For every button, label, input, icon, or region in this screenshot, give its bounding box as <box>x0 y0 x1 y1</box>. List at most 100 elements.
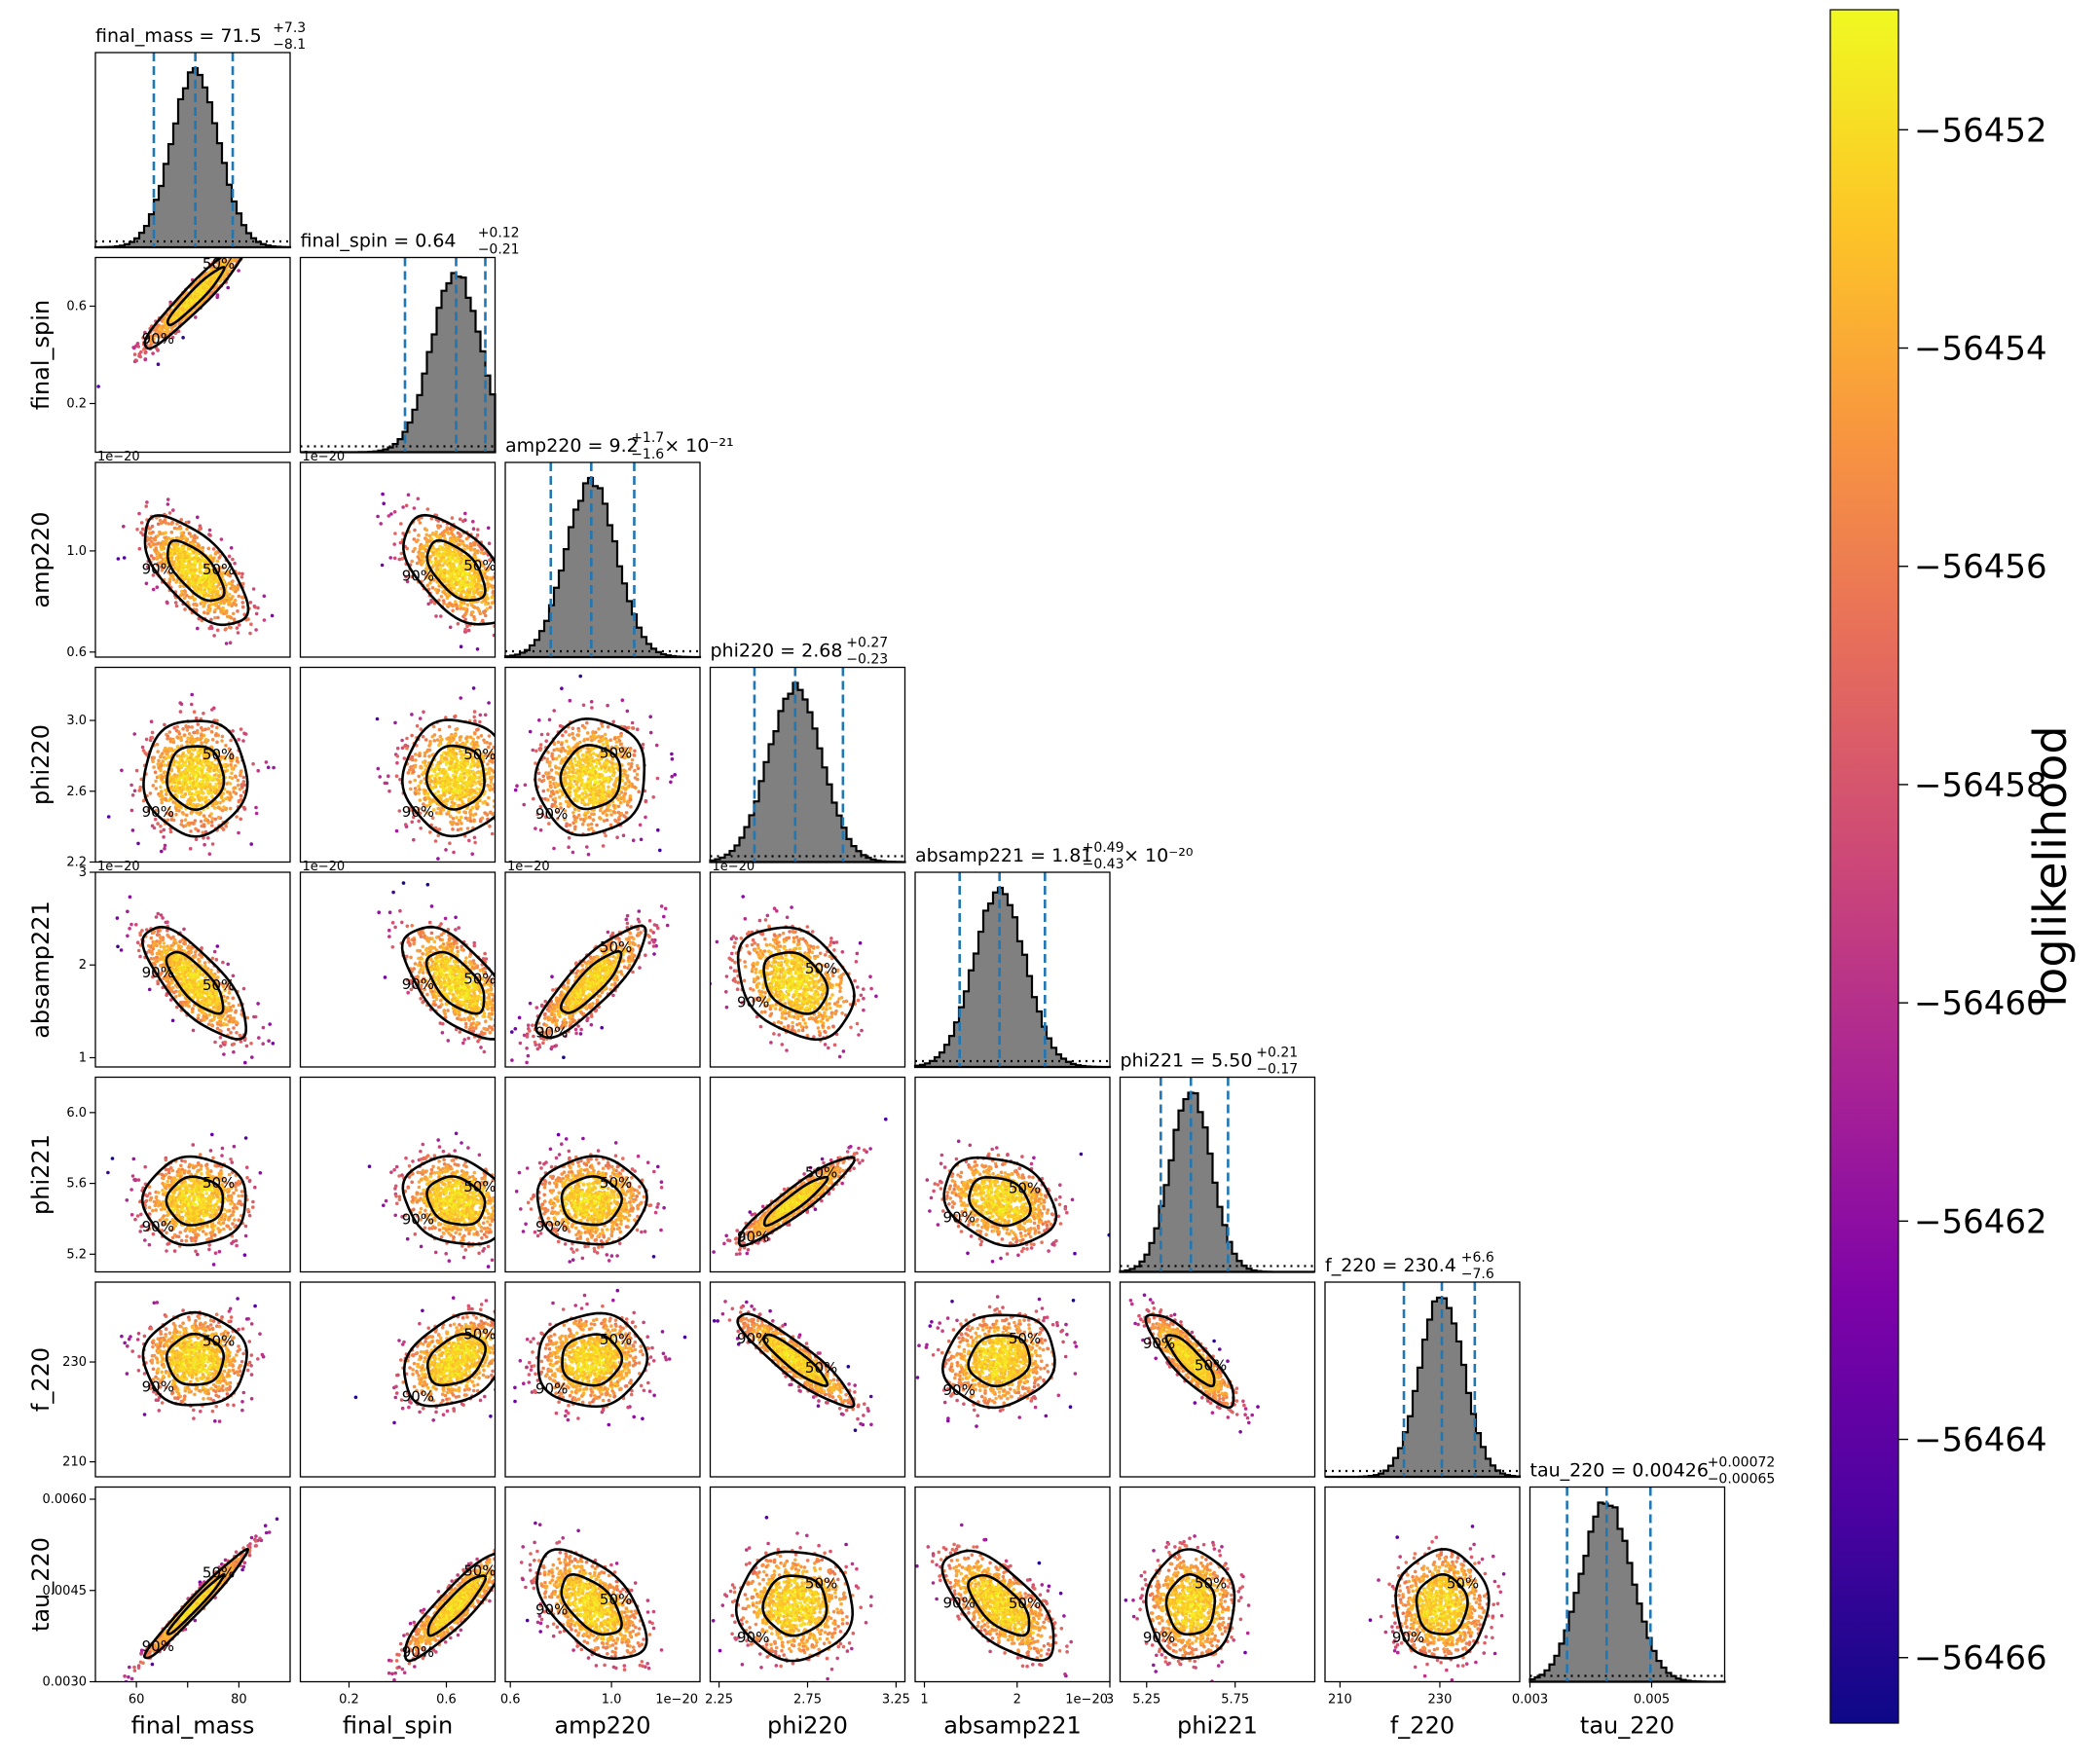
sample-point <box>202 712 205 716</box>
y-tick-label: 3.0 <box>66 714 87 728</box>
sample-point <box>186 546 191 551</box>
sample-point <box>242 805 246 810</box>
sample-point <box>254 805 258 810</box>
sample-point <box>237 594 241 599</box>
sample-point <box>427 797 432 801</box>
sample-point <box>163 722 166 727</box>
sample-point <box>408 768 412 772</box>
sample-point <box>500 571 504 575</box>
sample-point <box>175 542 180 546</box>
sample-point <box>169 768 174 773</box>
sample-point <box>156 522 161 527</box>
sample-point <box>644 815 647 820</box>
sample-point <box>427 748 432 753</box>
sample-point <box>132 352 137 356</box>
sample-point <box>571 811 575 815</box>
sample-point <box>193 597 198 602</box>
sample-point <box>193 569 197 572</box>
sample-point <box>428 555 433 559</box>
sample-point <box>226 572 231 577</box>
sample-point <box>465 546 470 550</box>
sample-point <box>237 249 240 253</box>
sample-point <box>490 831 495 836</box>
sample-point <box>534 827 537 830</box>
sample-point <box>394 774 399 778</box>
sample-point <box>254 628 258 632</box>
sample-point <box>195 790 199 794</box>
sample-point <box>135 342 140 346</box>
sample-point <box>571 850 575 855</box>
sample-point <box>228 250 232 254</box>
sample-point <box>200 803 203 807</box>
sample-point <box>181 593 186 597</box>
sample-point <box>177 809 181 813</box>
sample-point <box>445 757 449 761</box>
sample-point <box>620 698 625 702</box>
sample-point <box>467 797 471 801</box>
sample-point <box>608 738 612 742</box>
sample-point <box>165 792 168 796</box>
sample-point <box>177 732 182 736</box>
sample-point <box>180 589 184 594</box>
sample-point <box>199 811 203 815</box>
sample-point <box>455 741 459 745</box>
sample-point <box>497 815 501 819</box>
sample-point <box>248 631 252 636</box>
sample-point <box>198 524 203 528</box>
diag-title-sup-final_spin: +0.12 <box>478 226 520 241</box>
sample-point <box>506 794 510 798</box>
sample-point <box>451 608 455 613</box>
sample-point <box>488 810 493 815</box>
sample-point <box>198 527 202 532</box>
sample-point <box>552 742 557 746</box>
sample-point <box>505 588 509 592</box>
sample-point <box>499 791 503 795</box>
sample-point <box>576 729 581 733</box>
sample-point <box>553 800 558 804</box>
sample-point <box>417 533 421 537</box>
sample-point <box>239 773 242 778</box>
sample-point <box>438 776 442 781</box>
sample-point <box>221 798 225 803</box>
diag-title-sub-amp220: −1.6 <box>631 447 664 462</box>
sample-point <box>179 738 183 743</box>
sample-point <box>168 300 172 305</box>
sample-point <box>130 828 135 832</box>
sample-point <box>585 720 589 725</box>
sample-point <box>144 504 148 508</box>
sample-point <box>221 566 225 570</box>
sample-point <box>498 632 502 636</box>
sample-point <box>523 783 528 788</box>
sample-point <box>470 805 475 810</box>
sample-point <box>176 312 180 315</box>
sample-point <box>521 768 525 772</box>
sample-point <box>225 790 230 794</box>
sample-point <box>586 823 591 827</box>
sample-point <box>416 538 420 542</box>
sample-point <box>483 713 488 717</box>
sample-point <box>215 589 220 594</box>
sample-point <box>473 731 477 736</box>
sample-point <box>585 737 590 742</box>
sample-point <box>673 773 677 777</box>
sample-point <box>139 531 143 534</box>
sample-point <box>486 783 490 788</box>
sample-point <box>143 357 148 361</box>
sample-point <box>106 815 111 819</box>
sample-point <box>166 502 170 506</box>
sample-point <box>144 349 148 354</box>
sample-point <box>210 863 214 866</box>
sample-point <box>192 748 196 753</box>
sample-point <box>507 801 511 805</box>
sample-point <box>453 715 457 718</box>
sample-point <box>156 750 160 753</box>
sample-point <box>210 594 214 598</box>
sample-point <box>190 595 195 600</box>
sample-point <box>567 835 571 840</box>
sample-point <box>186 600 190 605</box>
sample-point <box>451 793 456 798</box>
sample-point <box>501 608 505 612</box>
sample-point <box>450 516 455 520</box>
sample-point <box>136 345 141 349</box>
sample-point <box>458 538 462 543</box>
